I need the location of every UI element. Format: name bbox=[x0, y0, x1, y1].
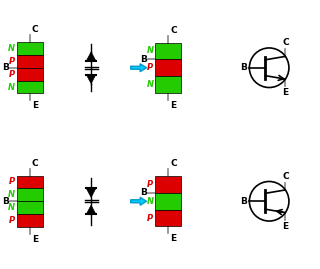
Text: C: C bbox=[32, 159, 38, 168]
Text: B: B bbox=[2, 197, 9, 206]
Text: C: C bbox=[282, 172, 289, 181]
Text: P: P bbox=[147, 63, 153, 72]
Text: N: N bbox=[8, 83, 15, 91]
Text: P: P bbox=[9, 70, 15, 79]
Text: N: N bbox=[147, 80, 153, 89]
Bar bbox=[156, 176, 181, 193]
Text: B: B bbox=[241, 197, 247, 206]
Text: C: C bbox=[170, 26, 177, 35]
Polygon shape bbox=[86, 188, 96, 197]
Text: N: N bbox=[8, 203, 15, 212]
Text: N: N bbox=[8, 44, 15, 53]
Text: N: N bbox=[147, 47, 153, 55]
Bar bbox=[17, 42, 43, 55]
Bar bbox=[17, 214, 43, 227]
Text: P: P bbox=[9, 57, 15, 66]
Bar bbox=[156, 76, 181, 93]
Bar bbox=[156, 210, 181, 226]
Text: C: C bbox=[170, 159, 177, 168]
Text: P: P bbox=[147, 214, 153, 222]
Polygon shape bbox=[86, 205, 96, 214]
Polygon shape bbox=[131, 197, 147, 205]
Text: B: B bbox=[140, 188, 148, 197]
Text: C: C bbox=[282, 38, 289, 48]
Bar bbox=[17, 176, 43, 188]
Bar bbox=[17, 201, 43, 214]
Text: E: E bbox=[282, 221, 288, 231]
Text: E: E bbox=[282, 88, 288, 97]
Bar bbox=[156, 43, 181, 59]
Text: P: P bbox=[147, 180, 153, 189]
Text: N: N bbox=[147, 197, 153, 206]
Text: N: N bbox=[8, 190, 15, 199]
Bar bbox=[156, 193, 181, 210]
Bar bbox=[17, 68, 43, 81]
Text: P: P bbox=[9, 178, 15, 186]
Text: E: E bbox=[170, 101, 176, 110]
Bar bbox=[17, 188, 43, 201]
Text: B: B bbox=[140, 55, 148, 64]
Bar bbox=[17, 55, 43, 68]
Text: B: B bbox=[2, 63, 9, 72]
Bar bbox=[17, 81, 43, 93]
Text: P: P bbox=[9, 216, 15, 225]
Text: E: E bbox=[32, 101, 38, 110]
Text: B: B bbox=[241, 63, 247, 72]
Polygon shape bbox=[86, 52, 96, 61]
Polygon shape bbox=[86, 75, 96, 84]
Text: E: E bbox=[170, 234, 176, 243]
Polygon shape bbox=[131, 64, 147, 72]
Bar bbox=[156, 59, 181, 76]
Text: E: E bbox=[32, 235, 38, 244]
Text: C: C bbox=[32, 25, 38, 34]
